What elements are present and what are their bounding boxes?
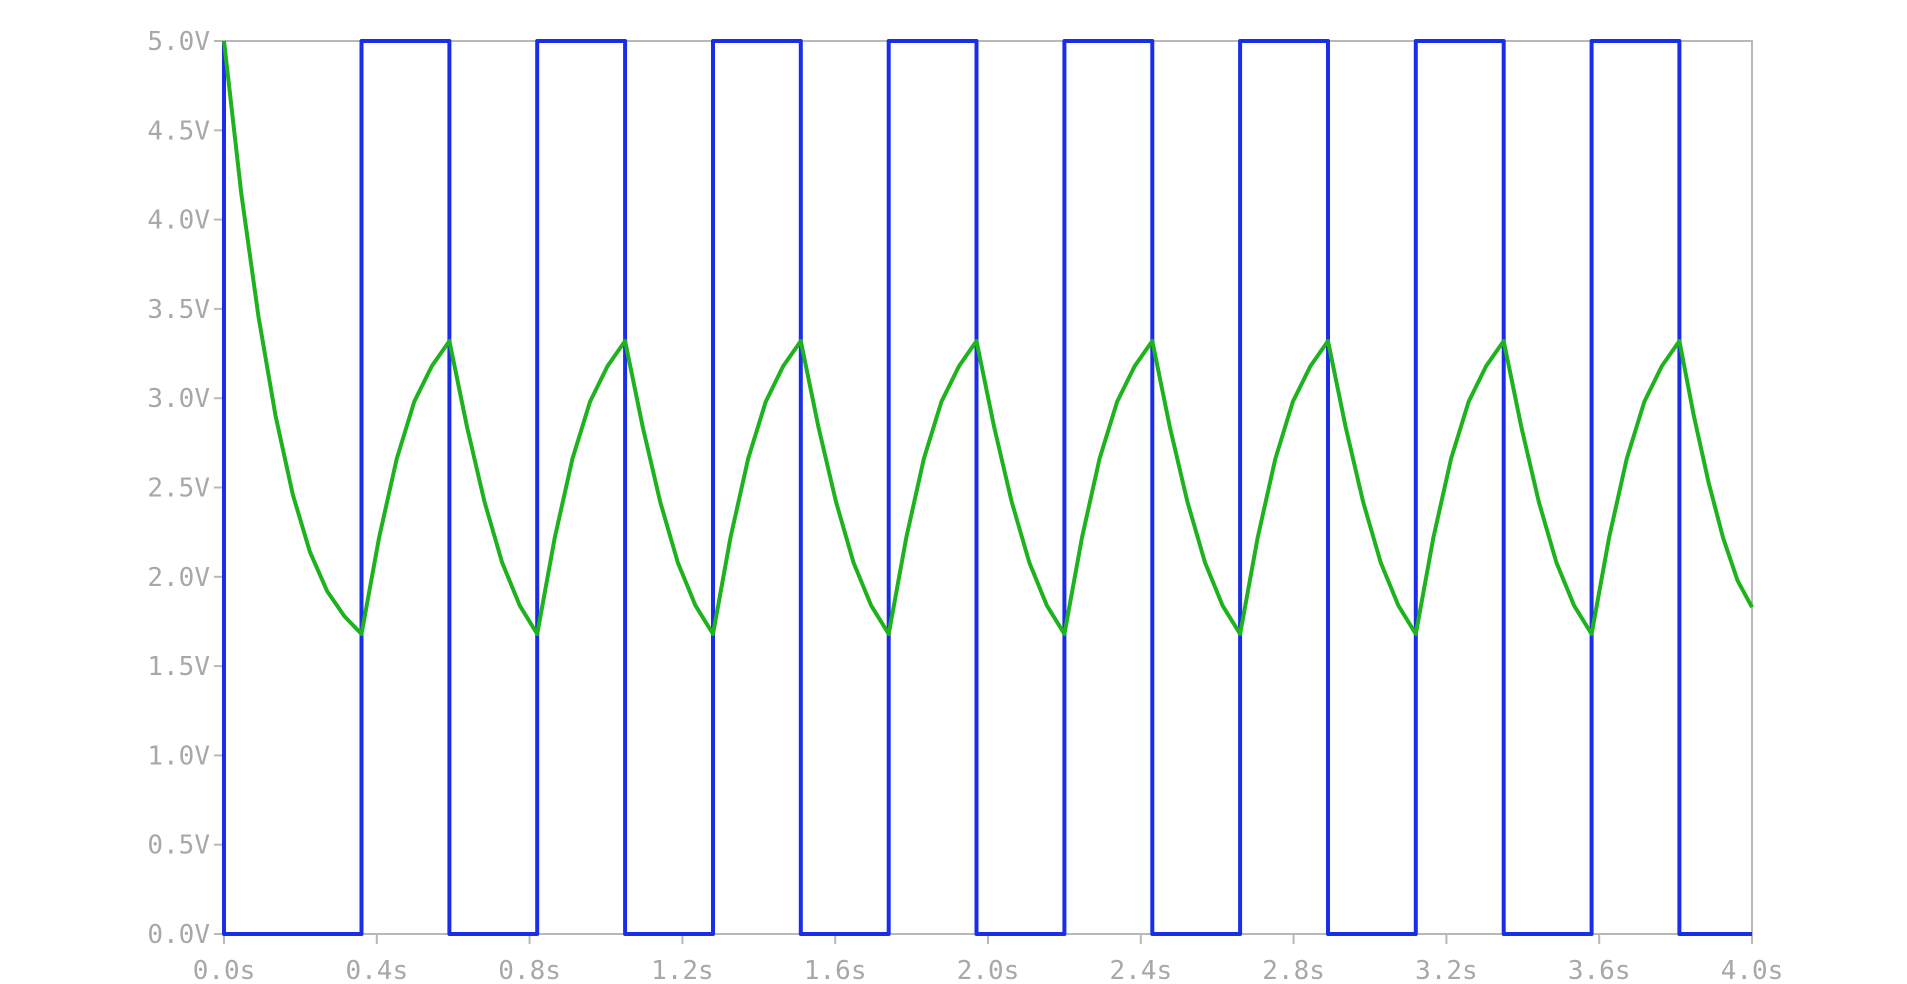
y-tick-label: 1.5V bbox=[147, 652, 210, 682]
y-tick-label: 3.0V bbox=[147, 384, 210, 414]
x-tick-label: 1.6s bbox=[804, 956, 867, 984]
x-tick-label: 2.8s bbox=[1262, 956, 1325, 984]
x-tick-label: 0.8s bbox=[498, 956, 561, 984]
x-tick-label: 3.6s bbox=[1568, 956, 1631, 984]
y-tick-label: 2.5V bbox=[147, 474, 210, 504]
x-axis: 0.0s 0.4s 0.8s 1.2s 1.6s 2.0s 2.4s 2.8s 3.2s 3.6s… bbox=[193, 934, 1784, 984]
x-tick-label: 3.2s bbox=[1415, 956, 1478, 984]
plot-frame bbox=[223, 40, 1753, 935]
square-wave-series-line bbox=[222, 39, 1752, 936]
y-axis: 0.0V 0.5V 1.0V 1.5V 2.0V 2.5V 3.0V 3.5V 4.0V 4.5V… bbox=[147, 27, 224, 950]
x-tick-label: 4.0s bbox=[1721, 956, 1784, 984]
x-tick-label: 0.0s bbox=[193, 956, 256, 984]
x-tick-label: 0.4s bbox=[345, 956, 408, 984]
series-layer bbox=[222, 39, 1754, 936]
y-tick-label: 1.0V bbox=[147, 741, 210, 771]
x-tick-label: 2.4s bbox=[1109, 956, 1172, 984]
y-tick-label: 4.0V bbox=[147, 206, 210, 236]
y-tick-label: 0.0V bbox=[147, 920, 210, 950]
capacitor-voltage-series-line bbox=[222, 40, 1754, 636]
y-tick-label: 0.5V bbox=[147, 831, 210, 861]
x-tick-label: 1.2s bbox=[651, 956, 714, 984]
y-tick-label: 3.5V bbox=[147, 295, 210, 325]
y-tick-label: 5.0V bbox=[147, 27, 210, 57]
x-tick-label: 2.0s bbox=[957, 956, 1020, 984]
y-tick-label: 4.5V bbox=[147, 116, 210, 146]
y-tick-label: 2.0V bbox=[147, 563, 210, 593]
